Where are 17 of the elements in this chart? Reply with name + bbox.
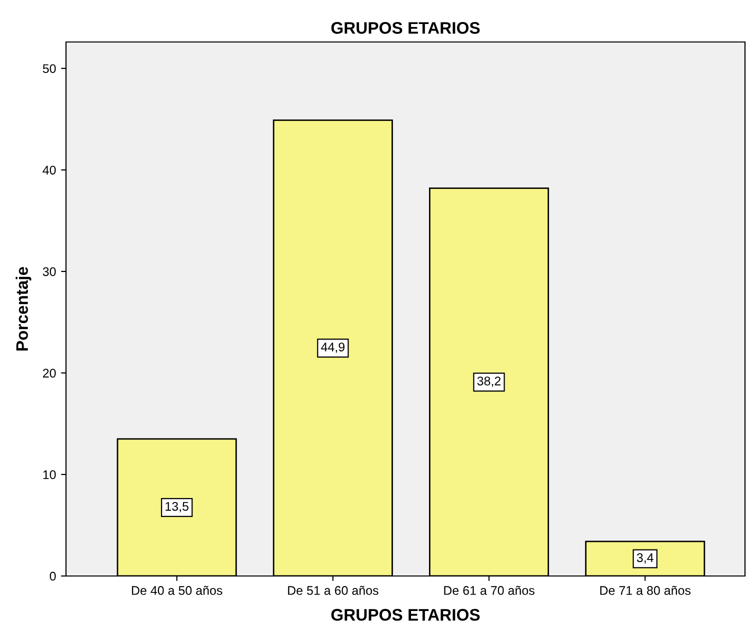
x-tick-label: De 61 a 70 años <box>444 586 534 595</box>
x-axis-title: GRUPOS ETARIOS <box>331 608 480 621</box>
x-tick-label: De 71 a 80 años <box>600 586 691 595</box>
x-tick-label: De 51 a 60 años <box>288 586 378 595</box>
data-label: 13,5 <box>166 502 188 512</box>
chart-title: GRUPOS ETARIOS <box>331 22 480 34</box>
x-tick-label: De 40 a 50 años <box>132 586 222 595</box>
y-tick-label: 30 <box>42 267 56 276</box>
y-tick-label: 20 <box>43 368 56 378</box>
data-label: 44,9 <box>321 342 344 353</box>
y-axis-title: Porcentaje <box>16 266 32 350</box>
y-tick-label: 40 <box>42 166 56 175</box>
y-tick-label: 10 <box>43 470 56 480</box>
data-label: 38,2 <box>477 376 501 387</box>
y-tick-label: 0 <box>50 572 56 581</box>
data-label: 3,4 <box>636 553 654 564</box>
y-tick-label: 50 <box>42 64 56 74</box>
